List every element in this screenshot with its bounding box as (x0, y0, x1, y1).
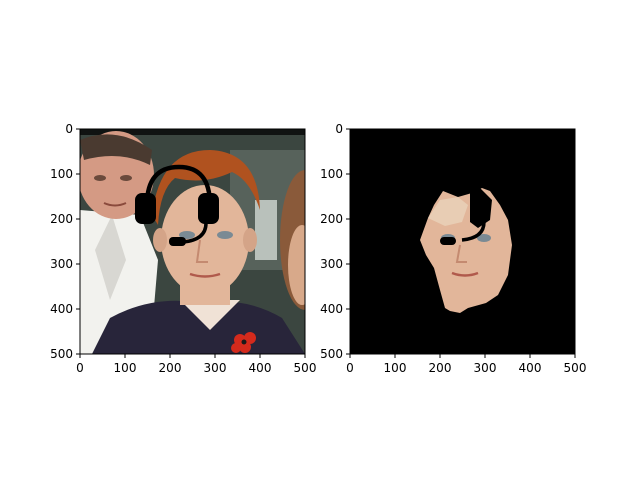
segmented-face (420, 188, 512, 313)
right-xtick-label: 0 (346, 361, 354, 375)
right-image-panel (350, 129, 575, 354)
left-xtick-label: 100 (114, 361, 137, 375)
left-xtick-label: 400 (249, 361, 272, 375)
left-ytick-label: 200 (50, 212, 73, 226)
right-ytick-label: 200 (320, 212, 343, 226)
right-xtick-label: 200 (429, 361, 452, 375)
right-ytick-label: 100 (320, 167, 343, 181)
right-xtick-label: 400 (519, 361, 542, 375)
right-xtick-label: 300 (474, 361, 497, 375)
right-ytick-label: 500 (320, 347, 343, 361)
boy (92, 150, 305, 354)
left-xtick-label: 300 (204, 361, 227, 375)
left-xtick-label: 200 (159, 361, 182, 375)
left-ytick-label: 300 (50, 257, 73, 271)
right-xtick-label: 500 (564, 361, 587, 375)
right-ytick-label: 0 (335, 122, 343, 136)
left-axes-frame (79, 128, 306, 355)
right-ytick-label: 300 (320, 257, 343, 271)
right-axes-frame (349, 128, 576, 355)
left-image-panel (80, 129, 305, 354)
right-ytick-label: 400 (320, 302, 343, 316)
right-xtick-label: 100 (384, 361, 407, 375)
left-xtick-label: 500 (294, 361, 317, 375)
left-ytick-label: 500 (50, 347, 73, 361)
left-xtick-label: 0 (76, 361, 84, 375)
left-ytick-label: 100 (50, 167, 73, 181)
left-ytick-label: 400 (50, 302, 73, 316)
poppy-icon (231, 332, 256, 353)
headset-icon (135, 164, 219, 246)
left-ytick-label: 0 (65, 122, 73, 136)
